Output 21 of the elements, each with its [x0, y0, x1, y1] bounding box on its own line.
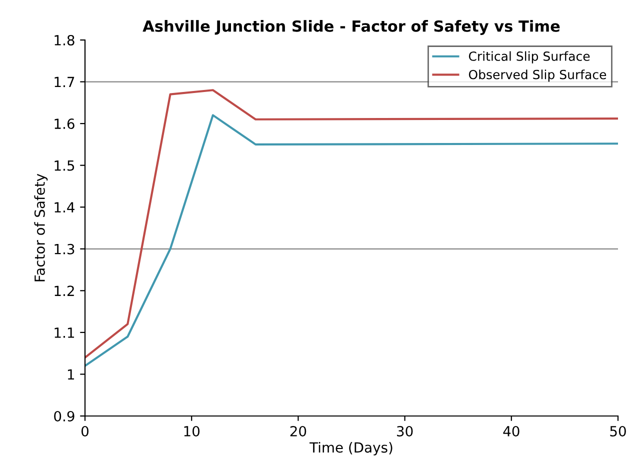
legend-label: Critical Slip Surface	[468, 51, 590, 64]
legend-label: Observed Slip Surface	[468, 70, 606, 82]
y-tick-label: 1.3	[54, 244, 74, 254]
y-tick-label: 1	[68, 369, 74, 380]
y-axis-title: Factor of Safety	[34, 174, 48, 282]
y-tick-label: 0.9	[54, 410, 74, 422]
chart-title: Ashville Junction Slide - Factor of Safety vs Time	[142, 20, 560, 35]
y-tick-label: 1.5	[54, 160, 74, 171]
x-tick-label: 50	[610, 426, 626, 436]
x-axis-title: Time (Days)	[310, 442, 392, 456]
x-tick-label: 0	[81, 426, 88, 436]
y-tick-label: 1.2	[54, 286, 74, 296]
x-tick-label: 30	[397, 426, 413, 436]
x-tick-label: 20	[290, 426, 306, 436]
y-tick-label: 1.6	[54, 118, 74, 130]
y-tick-label: 1.4	[54, 202, 74, 212]
y-tick-label: 1.8	[54, 34, 74, 46]
y-tick-label: 1.1	[54, 328, 74, 338]
y-tick-label: 1.7	[54, 76, 74, 88]
x-tick-label: 10	[184, 426, 200, 436]
x-tick-label: 40	[503, 426, 520, 436]
